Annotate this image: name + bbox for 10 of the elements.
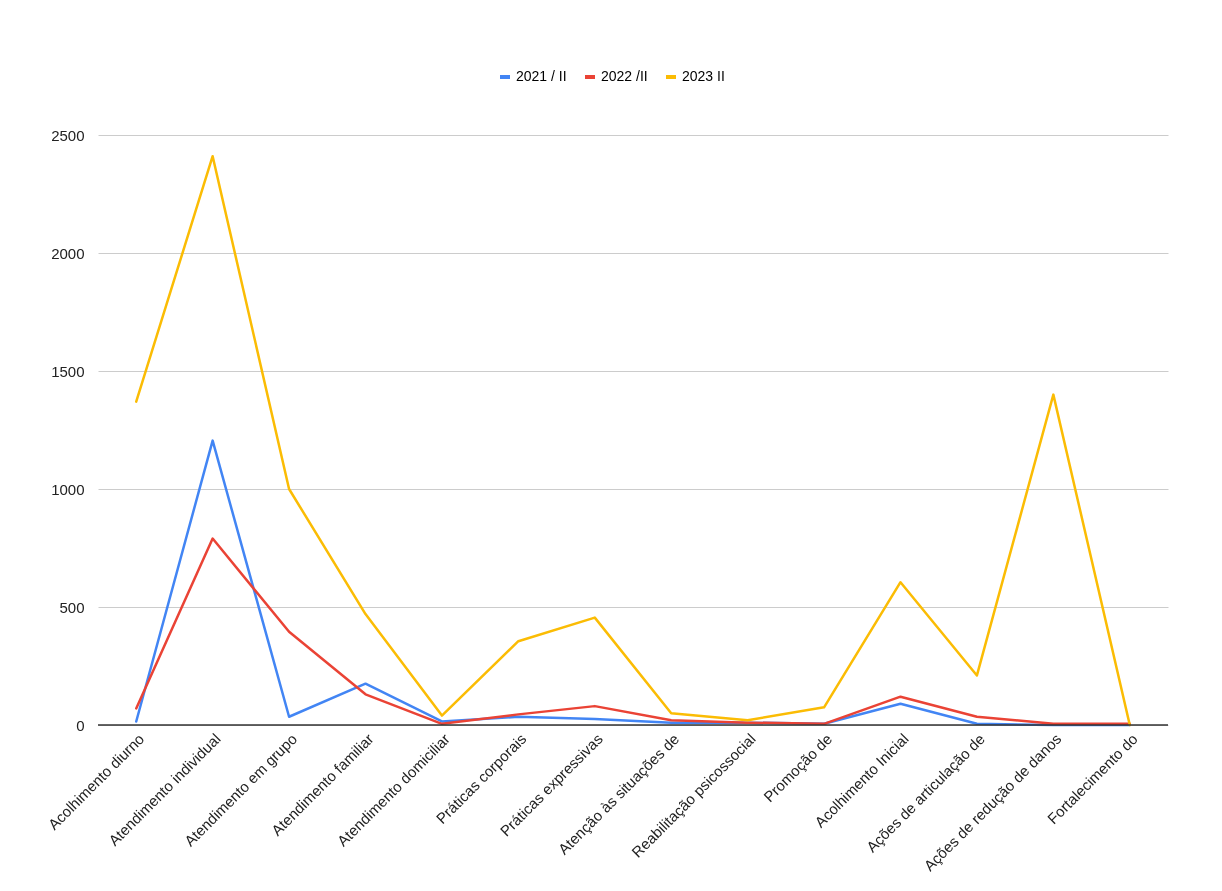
- line-series: [134, 154, 1132, 727]
- y-tick-label: 1000: [51, 480, 85, 498]
- legend-label: 2022 /II: [601, 68, 648, 84]
- y-tick-label: 0: [76, 716, 85, 734]
- y-tick-label: 2500: [51, 126, 85, 144]
- legend-label: 2021 / II: [516, 68, 567, 84]
- y-tick-label: 2000: [51, 244, 85, 262]
- y-tick-label: 500: [59, 598, 85, 616]
- legend-label: 2023 II: [682, 68, 725, 84]
- y-tick-label: 1500: [51, 362, 85, 380]
